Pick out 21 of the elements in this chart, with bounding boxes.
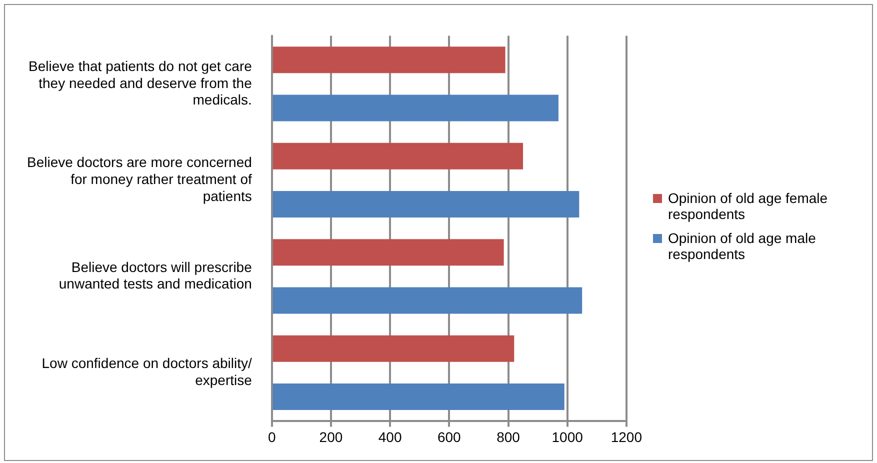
y-tick-label: Believe that patients do not get care they needed and deserve from the medicals.: [28, 58, 252, 108]
bar: [272, 287, 582, 314]
x-tick-label: 1000: [552, 429, 584, 446]
legend-label: Opinion of old age male respondents: [668, 230, 817, 262]
y-tick-label: Believe doctors are more concerned for money rather treatment of patients: [26, 154, 252, 204]
y-tick-label: Low confidence on doctors ability/ expertise: [42, 355, 252, 388]
x-tick-label: 200: [319, 429, 343, 446]
bar: [272, 335, 514, 362]
y-tick-label: Believe doctors will prescribe unwanted tests and medication: [58, 258, 252, 292]
bar: [272, 46, 506, 74]
bar: [272, 191, 580, 218]
x-tick-label: 400: [378, 429, 402, 446]
bar: [272, 384, 564, 410]
x-tick-label: 0: [268, 429, 276, 446]
bar: [272, 239, 504, 266]
x-tick-label: 600: [437, 429, 462, 446]
bar: [272, 142, 524, 170]
x-tick-label: 1200: [610, 429, 642, 446]
x-tick-label: 800: [496, 429, 520, 446]
bar: [272, 94, 558, 122]
legend-label: Opinion of old age female respondents: [668, 190, 829, 222]
